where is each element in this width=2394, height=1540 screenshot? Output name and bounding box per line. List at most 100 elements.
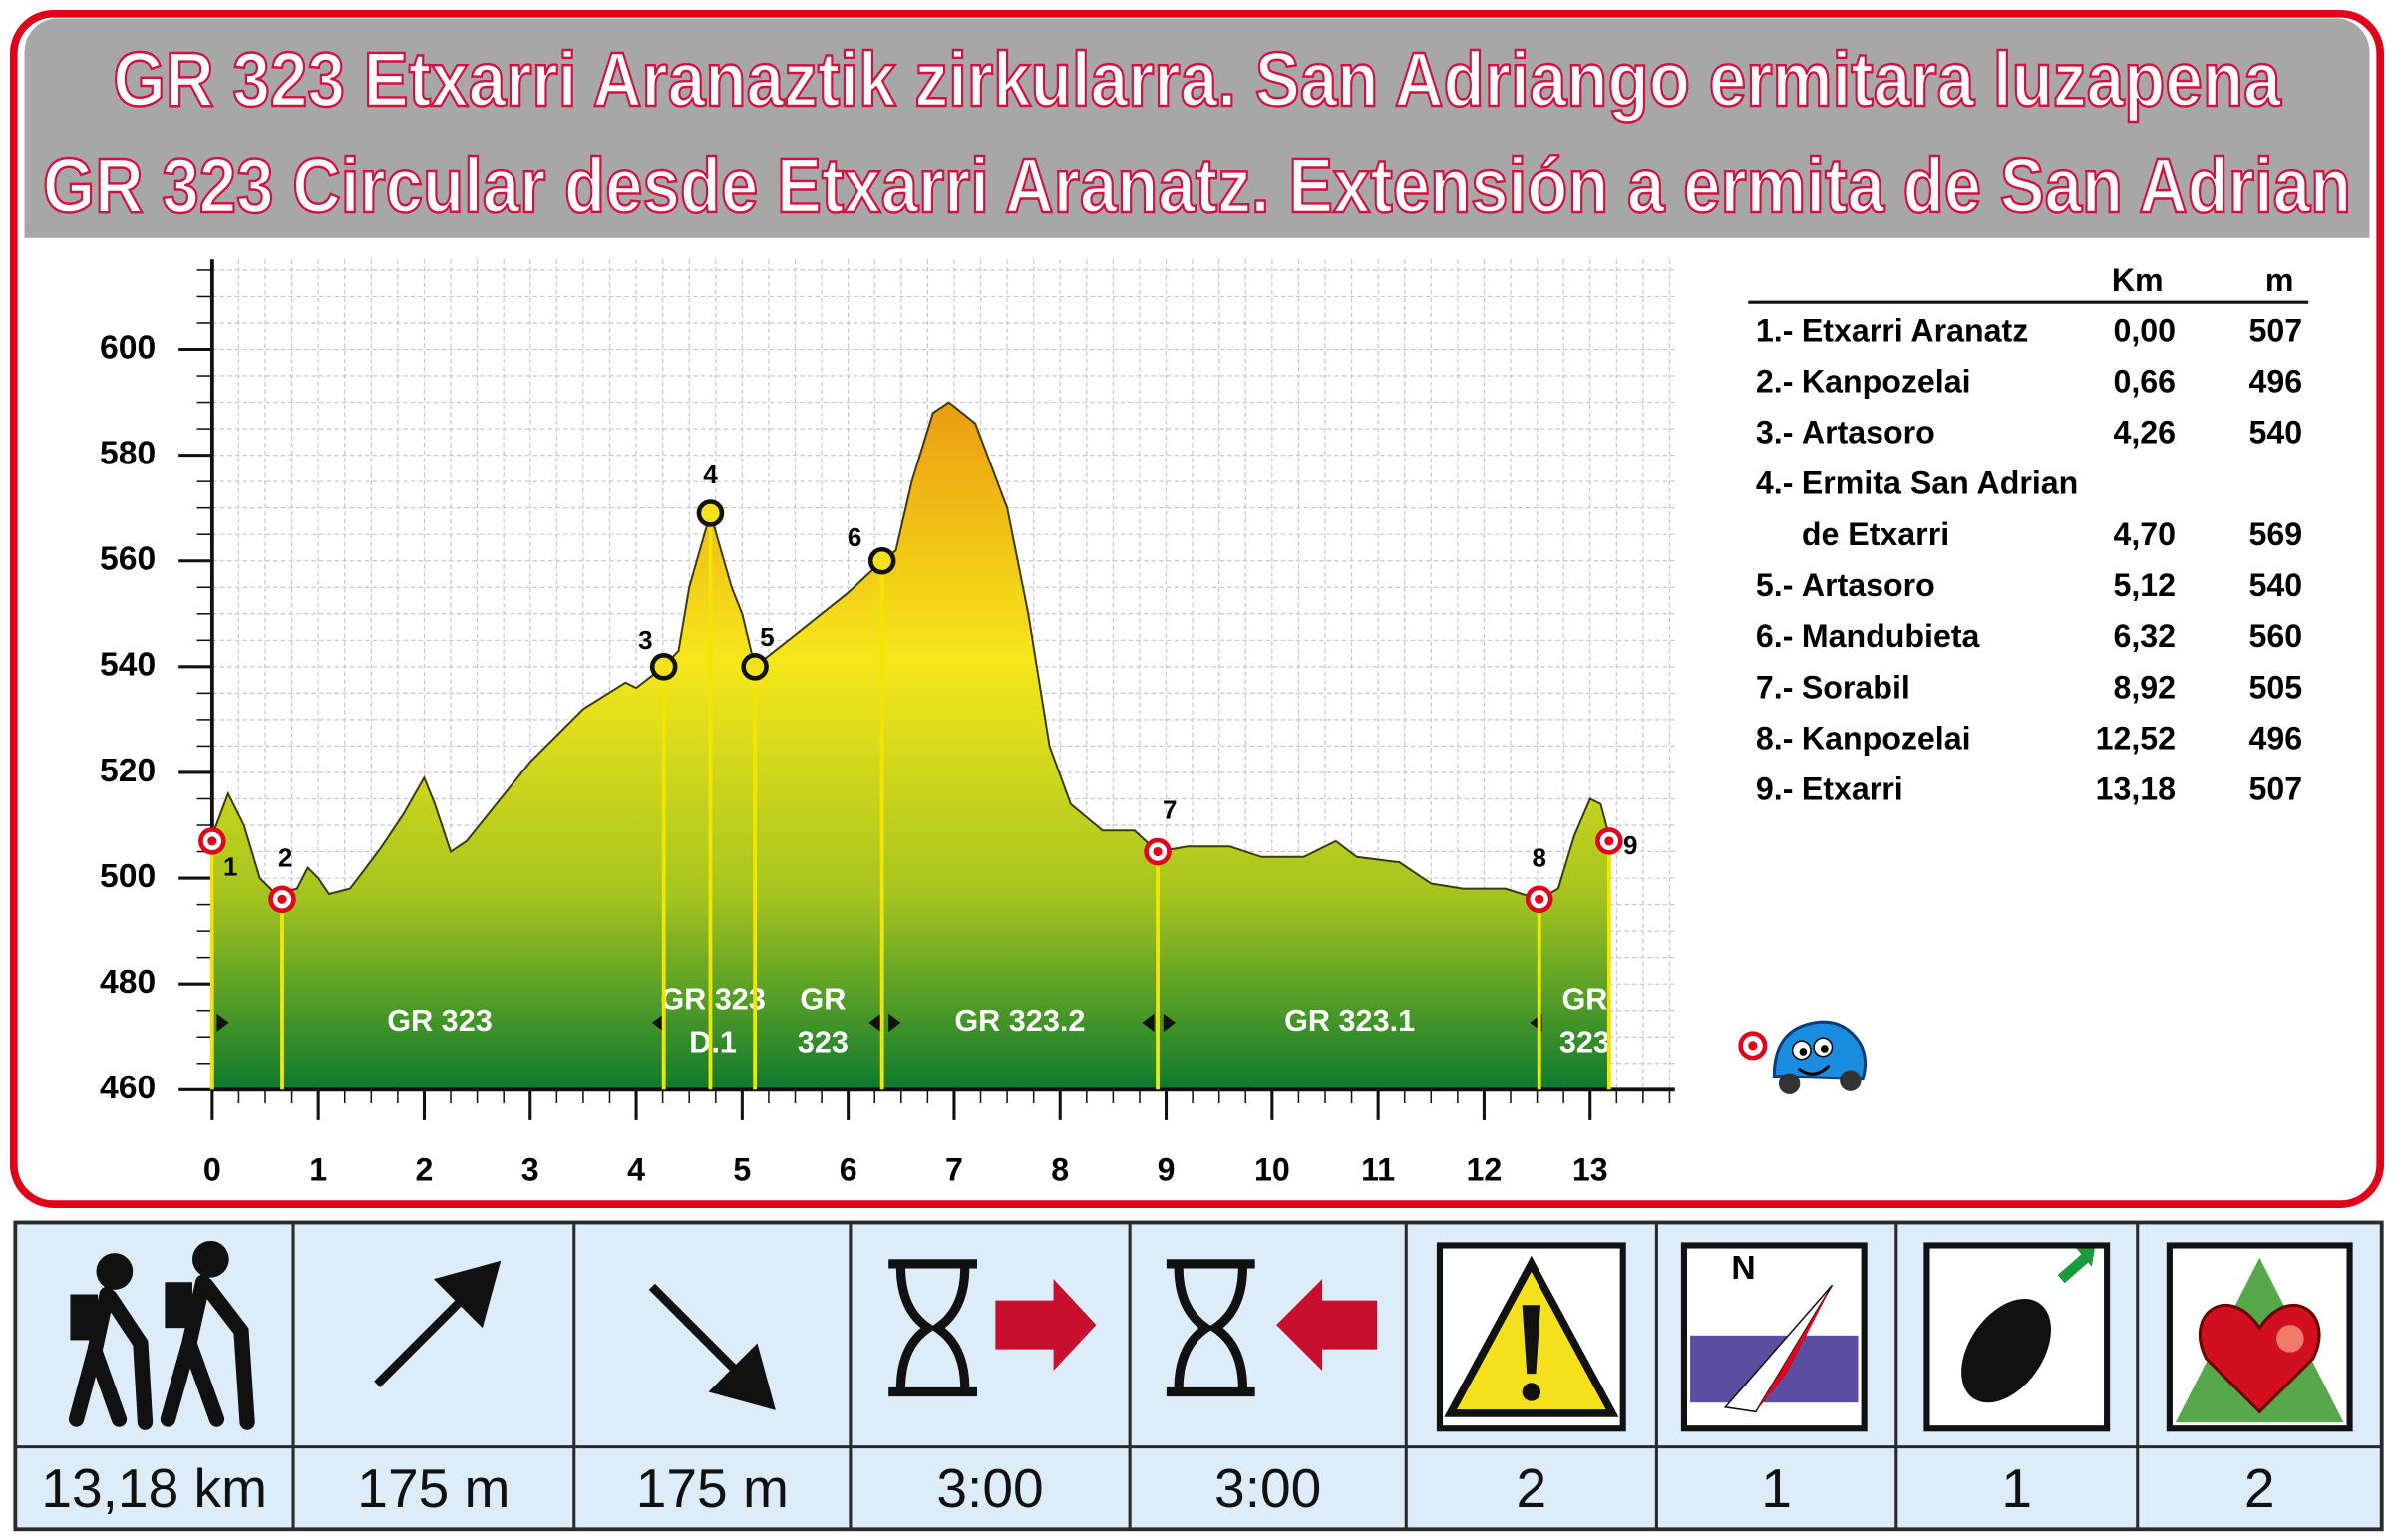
row-km: 4,70	[2113, 516, 2176, 552]
table-header: m	[2265, 262, 2294, 298]
table-header: Km	[2112, 262, 2164, 298]
subtitle: GR 323 Circular desde Etxarri Aranatz. E…	[43, 145, 2351, 229]
x-tick-label: 1	[309, 1151, 327, 1187]
descent-icon	[648, 1283, 776, 1410]
x-tick-label: 4	[627, 1151, 645, 1187]
header-band	[24, 18, 2370, 238]
segment-label: GR 323.1	[1284, 1004, 1415, 1038]
row-m: 507	[2248, 312, 2302, 348]
y-tick-label: 520	[100, 753, 156, 789]
info-value: 3:00	[936, 1457, 1043, 1519]
car-icon	[1738, 1020, 1868, 1094]
x-tick-label: 0	[203, 1151, 221, 1187]
waypoint-dot	[277, 894, 287, 904]
info-value: 3:00	[1214, 1457, 1321, 1519]
x-tick-label: 3	[521, 1151, 539, 1187]
y-tick-label: 580	[100, 436, 156, 472]
segment-label: GR 323.2	[954, 1004, 1085, 1038]
hikers-icon	[68, 1240, 255, 1430]
row-name: Etxarri Aranatz	[1802, 312, 2028, 348]
row-m: 496	[2248, 363, 2302, 399]
info-value: 13,18 km	[41, 1457, 267, 1519]
waypoint-dot	[1535, 894, 1544, 904]
row-number: 5.-	[1756, 567, 1794, 603]
row-number: 6.-	[1756, 618, 1794, 654]
svg-text:N: N	[1731, 1250, 1755, 1287]
waypoint-label: 8	[1532, 842, 1545, 872]
row-m: 540	[2248, 415, 2302, 451]
info-value: 2	[1517, 1457, 1547, 1519]
row-km: 0,00	[2113, 312, 2176, 348]
waypoint-marker	[696, 499, 725, 527]
waypoint-label: 7	[1163, 795, 1177, 825]
info-value: 175 m	[357, 1457, 510, 1519]
row-km: 5,12	[2113, 567, 2176, 603]
row-km: 6,32	[2113, 618, 2176, 654]
row-m: 505	[2248, 669, 2302, 705]
row-number: 1.-	[1756, 312, 1794, 348]
time-out-icon	[888, 1259, 1097, 1397]
x-tick-label: 8	[1051, 1151, 1069, 1187]
waypoint-marker	[867, 546, 896, 575]
difficulty-icon	[1436, 1242, 1626, 1432]
waypoint-label: 5	[760, 622, 774, 652]
time-back-icon	[1166, 1259, 1378, 1397]
waypoint-label: 9	[1623, 830, 1637, 860]
x-tick-label: 7	[945, 1151, 963, 1187]
info-value: 175 m	[636, 1457, 789, 1519]
y-tick-label: 500	[100, 858, 156, 895]
row-name: Artasoro	[1802, 567, 1935, 603]
waypoint-dot	[207, 836, 217, 846]
segment-label: GR 323	[660, 983, 766, 1017]
segment-arrow	[868, 1013, 881, 1033]
segment-arrow	[651, 1013, 665, 1033]
y-tick-label: 600	[100, 329, 156, 366]
waypoint-label: 1	[223, 851, 237, 881]
row-m: 507	[2248, 771, 2302, 807]
row-m: 569	[2248, 516, 2302, 552]
row-m: 496	[2248, 720, 2302, 756]
row-km: 12,52	[2096, 720, 2176, 756]
row-km: 0,66	[2113, 363, 2176, 399]
row-km: 13,18	[2096, 771, 2176, 807]
row-name: Kanpozelai	[1802, 720, 1971, 756]
row-name: Kanpozelai	[1802, 363, 1971, 399]
profile-line	[210, 401, 1610, 901]
waypoint-dot	[1153, 846, 1163, 857]
info-cells: 13,18 km 175 m 175 m 3:00 3:00 2 1 1 2	[41, 1222, 2275, 1530]
row-name: Artasoro	[1802, 415, 1935, 451]
waypoint-label: 3	[638, 625, 652, 655]
row-name: de Etxarri	[1802, 516, 1949, 552]
row-name: Ermita San Adrian	[1802, 465, 2078, 501]
waypoint-marker	[741, 653, 769, 681]
orientation-icon: N	[1680, 1242, 1868, 1432]
row-name: Sorabil	[1802, 669, 1910, 705]
segment-label: D.1	[689, 1025, 737, 1059]
row-km: 8,92	[2113, 669, 2176, 705]
row-name: Etxarri	[1802, 771, 1903, 807]
x-tick-label: 6	[840, 1151, 857, 1187]
y-tick-label: 460	[100, 1070, 156, 1106]
waypoint-label: 4	[703, 460, 718, 489]
x-tick-label: 11	[1361, 1151, 1395, 1187]
terrain-icon	[1923, 1242, 2111, 1432]
area-fill	[211, 402, 1609, 1090]
waypoint-marker	[649, 653, 678, 681]
info-value: 2	[2244, 1457, 2275, 1519]
x-tick-label: 12	[1467, 1151, 1503, 1187]
segment-label: GR	[800, 983, 846, 1017]
segment-label: GR 323	[387, 1004, 493, 1038]
row-number: 2.-	[1756, 363, 1794, 399]
segment-arrow	[1142, 1013, 1155, 1033]
waypoint-label: 2	[278, 842, 292, 872]
segment-label: 323	[798, 1025, 849, 1059]
row-m: 560	[2248, 618, 2302, 654]
x-tick-label: 5	[733, 1151, 751, 1187]
row-number: 3.-	[1756, 415, 1794, 451]
segment-label: 323	[1559, 1025, 1610, 1059]
title: GR 323 Etxarri Aranaztik zirkularra. San…	[113, 38, 2282, 123]
y-tick-label: 480	[100, 964, 156, 1001]
